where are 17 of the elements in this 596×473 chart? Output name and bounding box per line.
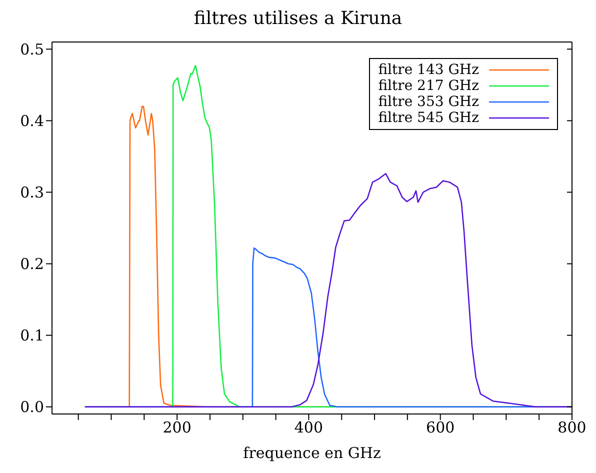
chart-title: filtres utilises a Kiruna (192, 8, 404, 31)
y-tick-label: 0.2 (20, 255, 44, 274)
x-tick-label: 200 (162, 418, 192, 437)
line-series (84, 172, 572, 408)
x-tick-label: 400 (294, 418, 324, 437)
y-tick-label: 0.1 (20, 326, 44, 345)
y-tick-label: 0.5 (20, 40, 44, 58)
legend-label: filtre 545 GHz (378, 110, 479, 126)
x-axis-title: frequence en GHz (243, 444, 381, 462)
y-tick-label: 0.0 (20, 398, 44, 416)
y-tick-label: 0.3 (20, 184, 44, 202)
x-tick-label: 600 (426, 418, 455, 437)
legend-label: filtre 217 GHz (378, 78, 479, 94)
x-tick-label: 800 (558, 418, 586, 437)
legend-label: filtre 353 GHz (378, 94, 479, 110)
y-tick-label: 0.4 (20, 112, 44, 130)
legend-label: filtre 143 GHz (378, 62, 479, 78)
